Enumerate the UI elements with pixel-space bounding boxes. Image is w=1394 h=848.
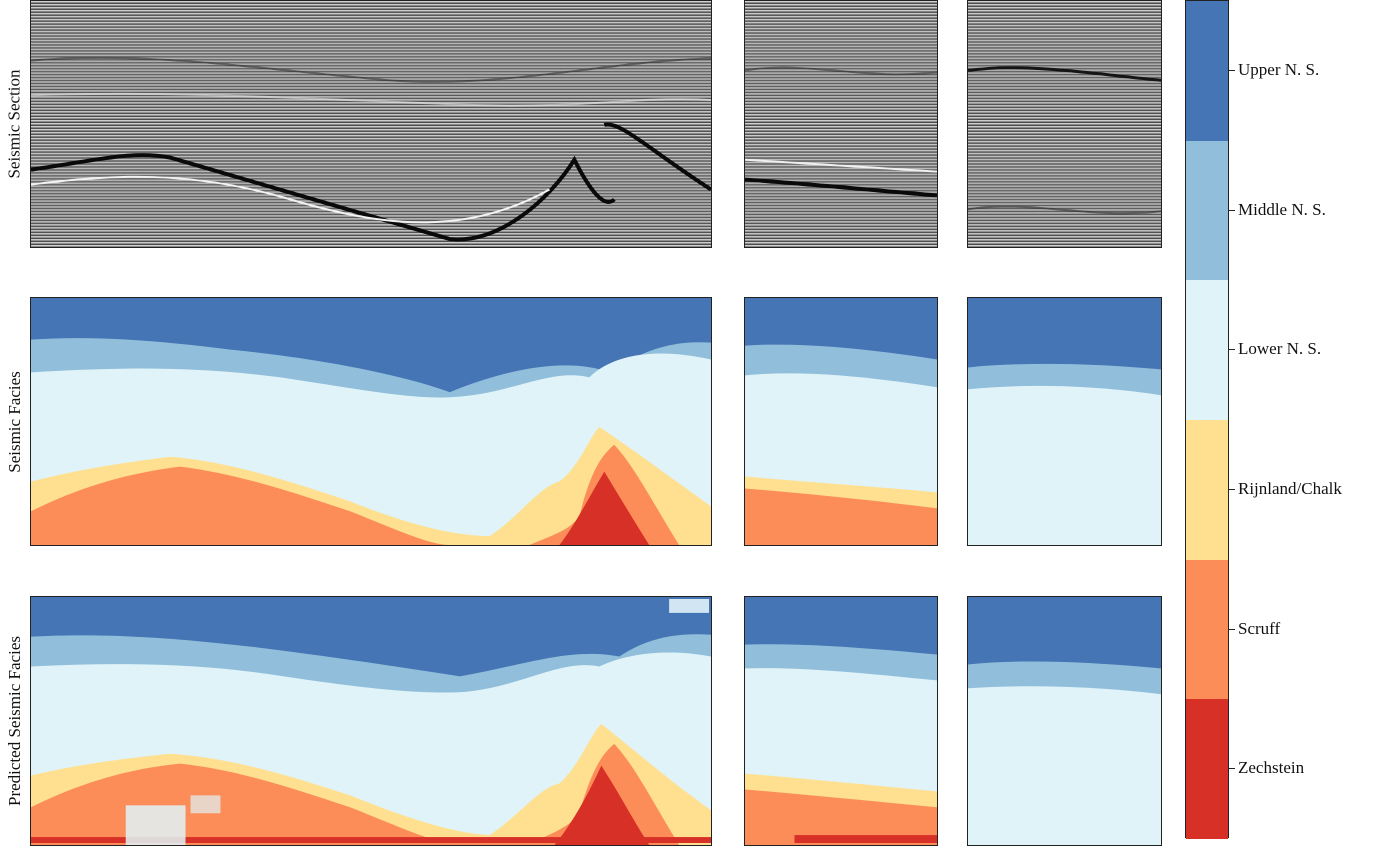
colorbar-segment-zechstein <box>1186 699 1228 839</box>
row-label-seismic-facies-text: Seismic Facies <box>5 370 25 473</box>
predicted-inline-image <box>31 597 711 845</box>
colorbar-segment-rijnland-chalk <box>1186 419 1228 560</box>
colorbar-tick <box>1229 488 1235 490</box>
colorbar-segment-scruff <box>1186 559 1228 700</box>
colorbar-tick <box>1229 69 1235 71</box>
seismic-section-crossline-a-image <box>745 1 937 247</box>
colorbar-label: Middle N. S. <box>1238 199 1326 219</box>
colorbar-segment-upper-n-s <box>1186 1 1228 141</box>
facies-crossline-a-image <box>745 298 937 545</box>
colorbar-label: Scruff <box>1238 618 1281 638</box>
colorbar-label: Rijnland/Chalk <box>1238 478 1342 498</box>
colorbar-label: Lower N. S. <box>1238 339 1322 359</box>
seismic-section-inline-image <box>31 1 711 247</box>
predicted-crossline-a-image <box>745 597 937 845</box>
facies-crossline-b <box>967 297 1162 546</box>
colorbar-tick <box>1229 349 1235 351</box>
seismic-section-crossline-b <box>967 0 1162 248</box>
predicted-crossline-b-image <box>968 597 1161 845</box>
row-label-predicted-facies-text: Predicted Seismic Facies <box>5 636 24 806</box>
row-label-seismic-section-text: Seismic Section <box>5 69 25 179</box>
colorbar-tick <box>1229 768 1235 770</box>
row-label-predicted-facies: Predicted Seismic Facies <box>0 596 30 846</box>
row-label-seismic-facies: Seismic Facies <box>0 297 30 546</box>
colorbar-label: Zechstein <box>1238 758 1305 778</box>
colorbar-tick <box>1229 628 1235 630</box>
predicted-inline <box>30 596 712 846</box>
facies-crossline-b-image <box>968 298 1161 545</box>
colorbar-tick <box>1229 209 1235 211</box>
predicted-crossline-a <box>744 596 938 846</box>
colorbar-segment-middle-n-s <box>1186 140 1228 281</box>
colorbar-label: Upper N. S. <box>1238 59 1320 79</box>
predicted-crossline-b <box>967 596 1162 846</box>
seismic-section-inline <box>30 0 712 248</box>
facies-inline <box>30 297 712 546</box>
facies-crossline-a <box>744 297 938 546</box>
facies-colorbar <box>1185 0 1229 839</box>
row-label-seismic-section: Seismic Section <box>0 0 30 248</box>
facies-inline-image <box>31 298 711 545</box>
colorbar-segment-lower-n-s <box>1186 280 1228 420</box>
seismic-section-crossline-b-image <box>968 1 1161 247</box>
seismic-section-crossline-a <box>744 0 938 248</box>
